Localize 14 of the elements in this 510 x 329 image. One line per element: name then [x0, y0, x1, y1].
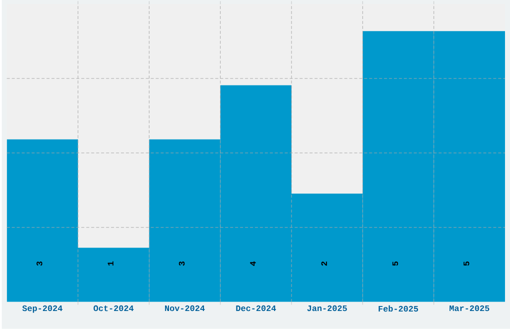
x-tick-label: Nov-2024 — [165, 306, 205, 312]
x-tick-label: Jan-2025 — [307, 306, 347, 312]
x-tick-label: Oct-2024 — [94, 306, 134, 312]
data-label: 3 — [36, 262, 42, 266]
x-tick-label: Mar-2025 — [450, 306, 490, 312]
data-label: 2 — [321, 262, 327, 266]
data-label: 3 — [178, 262, 185, 266]
x-tick-label: Dec-2024 — [236, 306, 276, 312]
data-label: 1 — [108, 262, 114, 266]
x-tick-label: Sep-2024 — [22, 306, 62, 313]
x-tick-label: Feb-2025 — [378, 306, 418, 312]
data-label: 4 — [250, 261, 256, 266]
data-label: 5 — [392, 262, 398, 266]
data-label: 5 — [464, 262, 470, 266]
